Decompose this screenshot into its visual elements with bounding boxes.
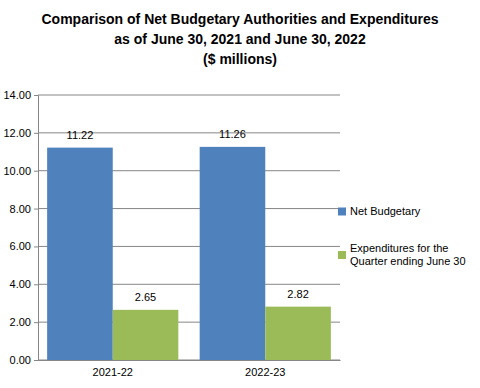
chart: Comparison of Net Budgetary Authorities … [0, 0, 480, 388]
bar [265, 307, 331, 360]
x-tick-label: 2022-23 [245, 366, 285, 378]
bars [47, 147, 331, 360]
y-tick-mark [34, 171, 38, 172]
bar [113, 310, 179, 360]
bar [200, 147, 266, 360]
y-axis-line [34, 96, 39, 361]
legend-swatch [338, 251, 346, 259]
x-axis-line [39, 360, 341, 361]
legend-swatch [338, 208, 346, 216]
y-tick-label: 0.00 [10, 354, 31, 366]
y-tick: 10.00 [3, 165, 38, 177]
legend-label: Expenditures for theQuarter ending June … [350, 242, 466, 267]
y-tick-label: 8.00 [10, 203, 31, 215]
title: ($ millions) [203, 51, 277, 67]
y-tick: 12.00 [3, 127, 38, 139]
title: Comparison of Net Budgetary Authorities … [42, 11, 439, 27]
y-tick-label: 10.00 [3, 165, 31, 177]
data-label: 11.26 [219, 128, 246, 140]
y-tick: 2.00 [10, 316, 38, 328]
legend-label: Net Budgetary [350, 205, 421, 217]
x-tick: 2021-22 [93, 360, 133, 378]
y-tick-label: 12.00 [3, 127, 31, 139]
y-tick-label: 6.00 [10, 240, 31, 252]
y-tick: 6.00 [10, 240, 38, 252]
x-tick: 2022-23 [245, 360, 285, 378]
y-tick-mark [34, 246, 38, 247]
data-label: 11.22 [67, 129, 94, 141]
data-labels: 11.22 11.26 2.65 2.82 [67, 128, 309, 303]
plot: 11.22 11.26 2.65 2.82 0.00 2.00 4.00 6.00 8.00 10… [3, 89, 340, 378]
title: as of June 30, 2021 and June 30, 2022 [114, 31, 366, 47]
y-tick-mark [34, 284, 38, 285]
y-axis: 0.00 2.00 4.00 6.00 8.00 10.00 12.00 14.00 [3, 89, 38, 366]
y-tick: 8.00 [10, 203, 38, 215]
y-tick-mark [34, 322, 38, 323]
x-tick-label: 2021-22 [93, 366, 133, 378]
legend: Net Budgetary Expenditures for theQuarter… [338, 205, 466, 267]
title-group: Comparison of Net Budgetary Authorities … [42, 11, 439, 67]
y-tick: 4.00 [10, 278, 38, 290]
y-tick-mark [34, 95, 38, 96]
data-label: 2.65 [135, 291, 156, 303]
bar [47, 148, 113, 360]
y-tick-label: 4.00 [10, 278, 31, 290]
grid-line [38, 95, 340, 96]
y-tick: 14.00 [3, 89, 38, 101]
y-tick-label: 14.00 [3, 89, 31, 101]
y-tick-mark [34, 209, 38, 210]
y-tick-mark [34, 133, 38, 134]
x-axis: 2021-22 2022-23 [39, 360, 341, 378]
y-tick-label: 2.00 [10, 316, 31, 328]
y-tick-mark [34, 360, 38, 361]
y-tick: 0.00 [10, 354, 38, 366]
data-label: 2.82 [287, 288, 308, 300]
grid [38, 95, 340, 360]
